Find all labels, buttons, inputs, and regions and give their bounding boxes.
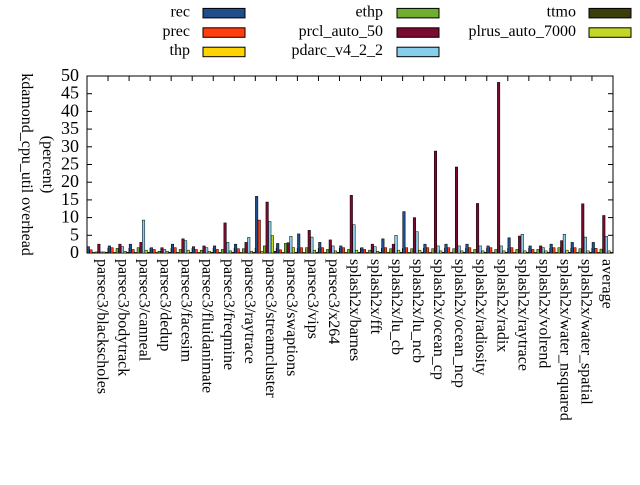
svg-text:5: 5 (70, 224, 79, 244)
svg-text:pdarc_v4_2_2: pdarc_v4_2_2 (291, 42, 383, 59)
svg-text:thp: thp (170, 42, 190, 59)
svg-text:parsec3/freqmine: parsec3/freqmine (220, 259, 237, 370)
svg-text:20: 20 (61, 171, 79, 191)
svg-text:ethp: ethp (355, 3, 383, 20)
svg-text:45: 45 (61, 83, 79, 103)
svg-text:splash2x/ocean_cp: splash2x/ocean_cp (430, 259, 447, 380)
svg-text:splash2x/barnes: splash2x/barnes (346, 259, 363, 361)
svg-text:kdamond_cpu_util overhead: kdamond_cpu_util overhead (18, 73, 35, 256)
svg-text:parsec3/x264: parsec3/x264 (325, 259, 342, 344)
svg-text:parsec3/facesim: parsec3/facesim (178, 259, 195, 363)
svg-text:splash2x/water_nsquared: splash2x/water_nsquared (556, 259, 573, 421)
svg-text:30: 30 (61, 136, 79, 156)
svg-text:parsec3/dedup: parsec3/dedup (157, 259, 174, 351)
svg-text:parsec3/streamcluster: parsec3/streamcluster (262, 259, 279, 398)
svg-text:average: average (598, 259, 615, 309)
svg-text:parsec3/vips: parsec3/vips (304, 259, 321, 339)
svg-text:ttmo: ttmo (547, 3, 576, 20)
svg-text:parsec3/fluidanimate: parsec3/fluidanimate (199, 259, 216, 393)
svg-text:15: 15 (61, 189, 79, 209)
svg-text:prec: prec (162, 23, 190, 40)
svg-text:prcl_auto_50: prcl_auto_50 (299, 23, 383, 40)
svg-text:splash2x/volrend: splash2x/volrend (535, 259, 552, 368)
svg-text:0: 0 (70, 242, 79, 262)
svg-text:50: 50 (61, 65, 79, 85)
svg-text:splash2x/water_spatial: splash2x/water_spatial (577, 259, 594, 405)
svg-text:parsec3/swaptions: parsec3/swaptions (283, 259, 300, 376)
svg-text:splash2x/lu_cb: splash2x/lu_cb (388, 259, 405, 355)
svg-text:splash2x/lu_ncb: splash2x/lu_ncb (409, 259, 426, 363)
svg-text:parsec3/canneal: parsec3/canneal (136, 259, 153, 362)
svg-text:25: 25 (61, 154, 79, 174)
svg-text:splash2x/raytrace: splash2x/raytrace (514, 259, 531, 371)
svg-text:parsec3/bodytrack: parsec3/bodytrack (115, 259, 132, 376)
svg-text:10: 10 (61, 207, 79, 227)
svg-text:splash2x/radix: splash2x/radix (493, 259, 510, 352)
svg-text:(percent): (percent) (39, 136, 56, 194)
svg-text:splash2x/ocean_ncp: splash2x/ocean_ncp (451, 259, 468, 388)
svg-text:parsec3/raytrace: parsec3/raytrace (241, 259, 258, 364)
svg-text:parsec3/blackscholes: parsec3/blackscholes (94, 259, 111, 394)
svg-text:splash2x/fft: splash2x/fft (367, 259, 384, 335)
svg-text:rec: rec (170, 3, 190, 20)
svg-text:splash2x/radiosity: splash2x/radiosity (472, 259, 489, 375)
svg-text:40: 40 (61, 100, 79, 120)
svg-text:plrus_auto_7000: plrus_auto_7000 (468, 23, 576, 40)
svg-text:35: 35 (61, 118, 79, 138)
